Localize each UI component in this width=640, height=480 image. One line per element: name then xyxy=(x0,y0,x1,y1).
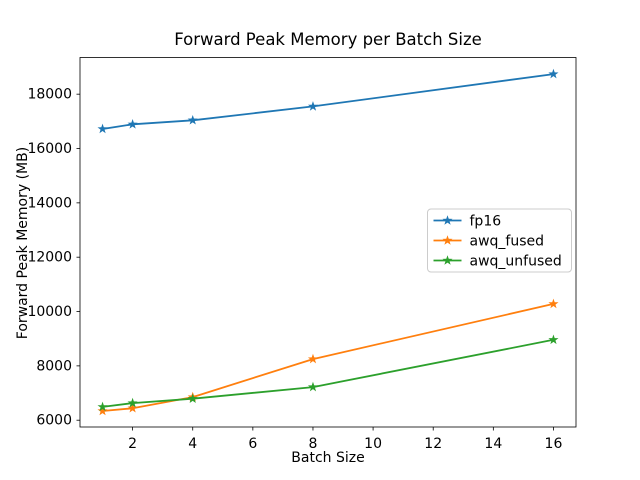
y-tick-label: 12000 xyxy=(27,250,72,266)
y-axis-label: Forward Peak Memory (MB) xyxy=(15,146,31,340)
data-point-marker-awq_unfused xyxy=(548,334,559,345)
y-tick-label: 8000 xyxy=(36,358,72,374)
x-tick-label: 16 xyxy=(545,436,563,452)
legend-label: awq_unfused xyxy=(470,254,562,270)
x-tick-label: 12 xyxy=(424,436,442,452)
legend-box xyxy=(427,208,572,273)
data-point-marker-fp16 xyxy=(187,114,198,125)
axis-ticks: 6000 8000 10000 12000 14000 16000 18000 2 4 6 8 10 1… xyxy=(27,87,562,452)
legend-marker-sample xyxy=(442,215,453,225)
series-awq_unfused xyxy=(97,334,559,412)
y-tick-label: 16000 xyxy=(27,141,72,157)
data-point-marker-fp16 xyxy=(307,101,319,111)
y-tick-label: 14000 xyxy=(27,195,72,211)
data-point-marker-fp16 xyxy=(127,119,138,129)
series-fp16 xyxy=(97,68,559,134)
legend-marker-sample xyxy=(442,235,453,245)
y-tick-label: 18000 xyxy=(27,87,72,103)
x-tick-label: 6 xyxy=(248,436,257,452)
series-line-fp16 xyxy=(102,73,554,130)
x-tick-label: 10 xyxy=(364,436,382,452)
series-line-awq_fused xyxy=(102,303,554,412)
data-point-marker-awq_unfused xyxy=(127,397,138,408)
data-point-marker-fp16 xyxy=(97,123,108,134)
x-tick-label: 2 xyxy=(128,436,137,452)
data-point-marker-awq_fused xyxy=(307,353,319,364)
y-tick-label: 10000 xyxy=(27,304,72,320)
data-point-marker-awq_unfused xyxy=(97,401,108,412)
plot-frame xyxy=(79,57,577,428)
legend-marker-sample xyxy=(442,255,453,265)
data-point-marker-awq_fused xyxy=(127,402,138,413)
legend-item-awq_unfused: awq_unfused xyxy=(433,254,562,270)
data-point-marker-awq_fused xyxy=(548,298,559,309)
data-point-marker-awq_fused xyxy=(97,405,108,416)
data-point-marker-awq_unfused xyxy=(187,393,198,404)
x-tick-label: 4 xyxy=(188,436,197,452)
chart-title: Forward Peak Memory per Batch Size xyxy=(174,30,482,49)
y-tick-label: 6000 xyxy=(36,413,72,429)
legend-label: fp16 xyxy=(470,214,502,230)
data-point-marker-fp16 xyxy=(548,68,559,79)
data-point-marker-awq_unfused xyxy=(307,381,319,392)
x-tick-label: 8 xyxy=(309,436,318,452)
legend-item-awq_fused: awq_fused xyxy=(433,234,545,250)
x-tick-label: 14 xyxy=(484,436,502,452)
series-line-awq_unfused xyxy=(102,338,554,408)
legend-item-fp16: fp16 xyxy=(433,214,502,230)
legend-label: awq_fused xyxy=(470,234,545,250)
legend: fp16 awq_fused awq_unfused xyxy=(427,208,572,273)
series-awq_fused xyxy=(97,298,559,416)
x-axis-label: Batch Size xyxy=(291,450,365,466)
